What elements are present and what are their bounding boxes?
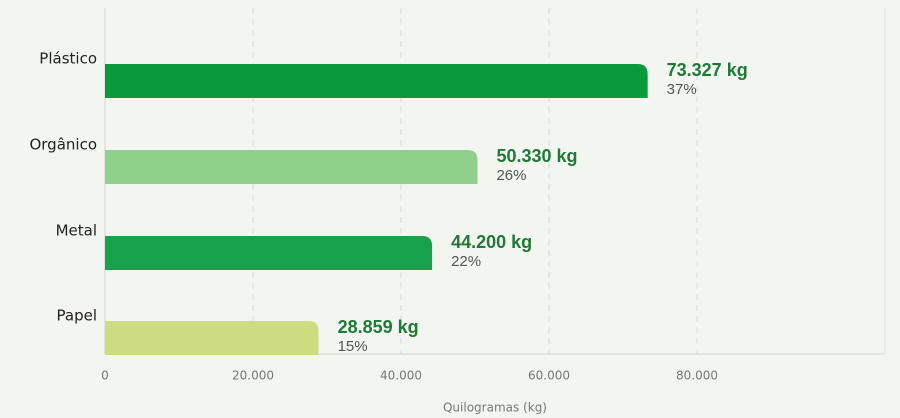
- y-tick-label: Metal: [56, 222, 97, 240]
- y-tick-label: Orgânico: [29, 136, 97, 154]
- share-label: 22%: [451, 253, 481, 270]
- value-label: 28.859 kg: [338, 317, 419, 337]
- x-tick-label: 80.000: [676, 369, 718, 383]
- share-label: 37%: [667, 81, 697, 98]
- x-axis-label: Quilogramas (kg): [443, 401, 547, 415]
- value-label: 44.200 kg: [451, 232, 532, 252]
- x-tick-label: 60.000: [528, 369, 570, 383]
- value-label: 73.327 kg: [667, 60, 748, 80]
- x-tick-label: 40.000: [380, 369, 422, 383]
- share-label: 26%: [496, 167, 526, 184]
- share-label: 15%: [338, 338, 368, 355]
- bar: [105, 64, 648, 98]
- bar: [105, 150, 478, 184]
- x-tick-label: 20.000: [232, 369, 274, 383]
- value-label: 50.330 kg: [496, 146, 577, 166]
- y-tick-label: Plástico: [39, 50, 97, 68]
- bar: [105, 236, 433, 270]
- x-tick-label: 0: [101, 369, 109, 383]
- bar: [105, 321, 319, 355]
- y-tick-label: Papel: [57, 307, 97, 325]
